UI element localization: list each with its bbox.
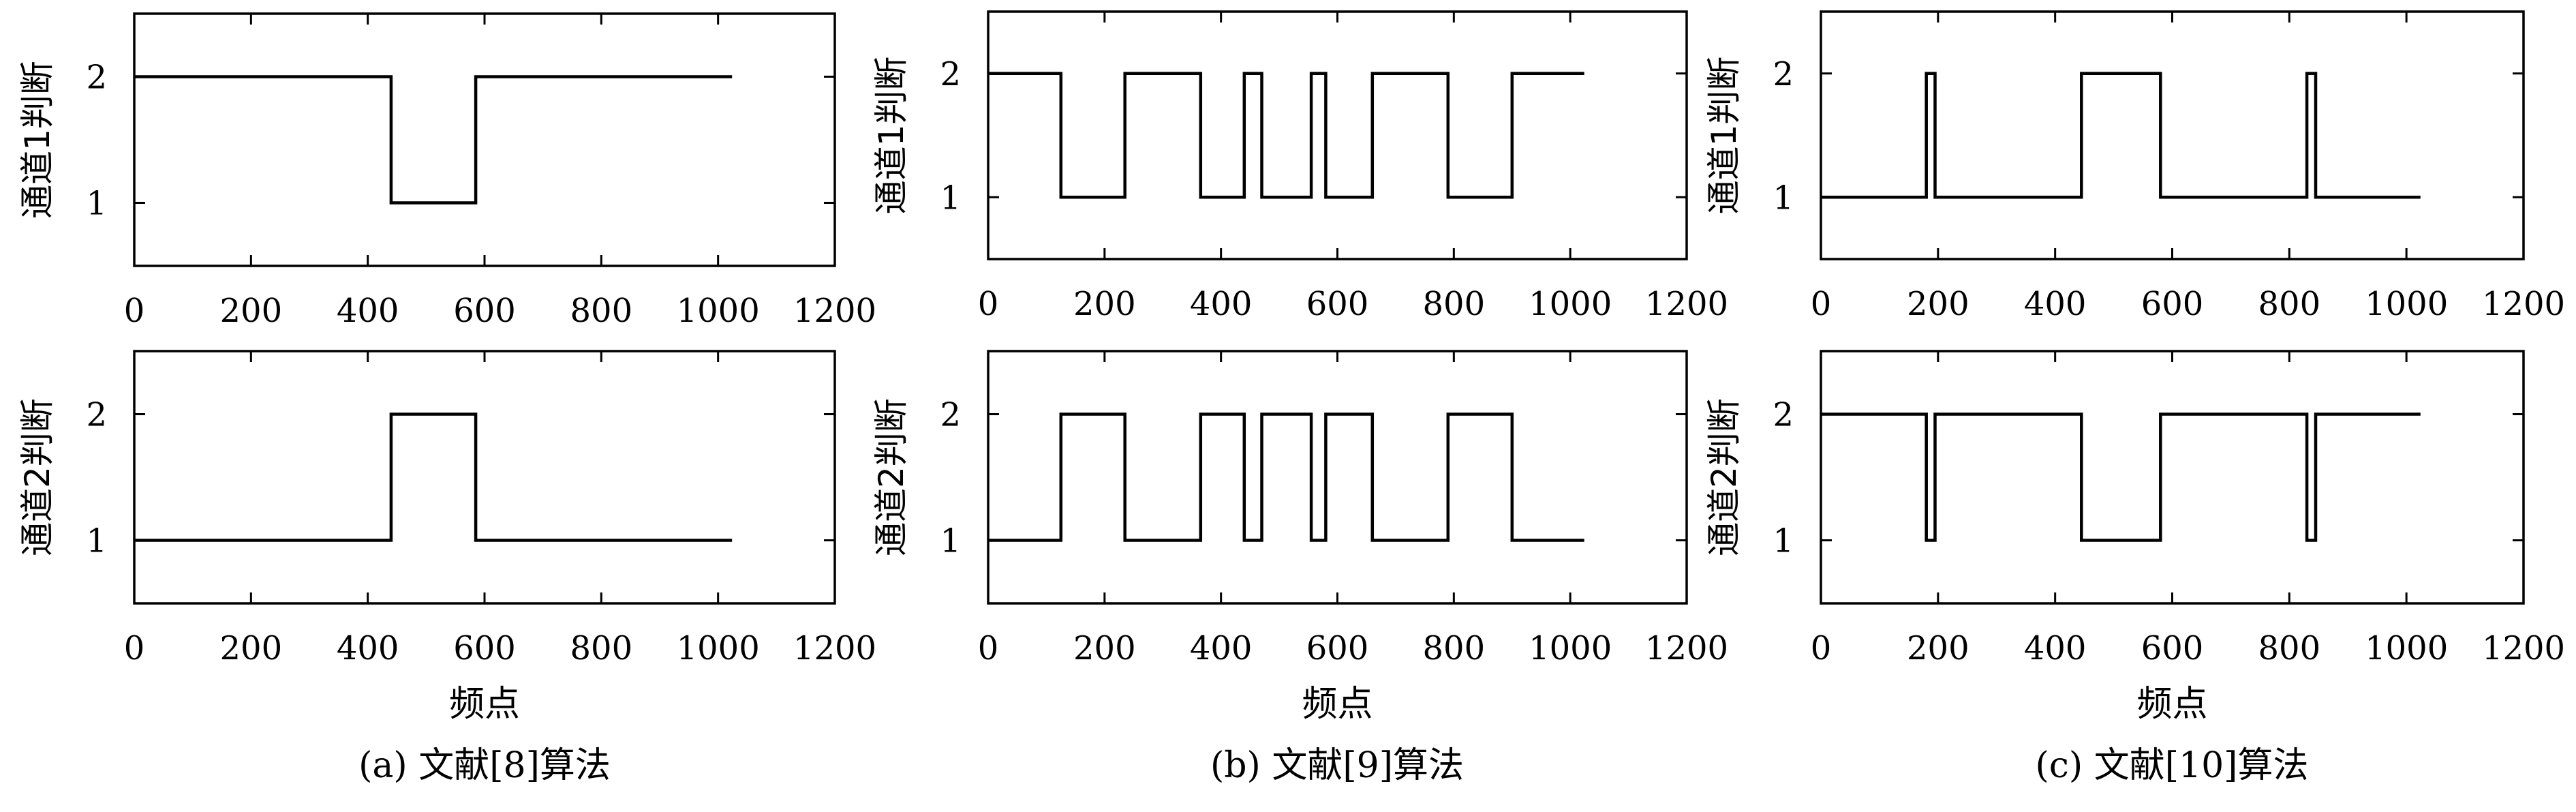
y-axis-label: 通道2判断 (872, 398, 911, 556)
y-tick-label: 1 (940, 522, 961, 560)
series-line (1821, 72, 2421, 199)
subplot-channel-2: 0 200 400 600 800 1000 1200 1 2 通道2判断 (872, 350, 1728, 667)
x-tick-label: 0 (978, 629, 999, 667)
y-tick-label: 2 (940, 396, 961, 434)
series-line (134, 75, 733, 205)
plot-frame (987, 10, 1688, 260)
x-tick-label: 1000 (677, 629, 760, 667)
x-tick-label: 1200 (2482, 285, 2565, 323)
y-axis-label: 通道1判断 (18, 61, 57, 219)
plot-frame (133, 350, 836, 605)
x-tick-label: 800 (2258, 285, 2321, 323)
y-tick-label: 2 (940, 55, 961, 93)
x-tick-label: 400 (2024, 629, 2087, 667)
x-tick-label: 800 (2258, 629, 2321, 667)
x-tick-label: 600 (453, 292, 516, 330)
subplot-channel-1: 0 200 400 600 800 1000 1200 1 2 通道1判断 (1704, 10, 2565, 323)
x-axis-label: 频点 (2136, 684, 2207, 725)
x-tick-label: 800 (570, 292, 633, 330)
x-tick-label: 800 (1423, 629, 1486, 667)
x-tick-label: 1200 (1645, 629, 1728, 667)
x-tick-label: 400 (1190, 285, 1253, 323)
x-tick-label: 0 (124, 292, 145, 330)
x-tick-label: 400 (2024, 285, 2087, 323)
x-tick-label: 0 (1811, 285, 1832, 323)
x-tick-label: 1000 (2365, 629, 2448, 667)
y-tick-label: 1 (1773, 179, 1794, 217)
y-tick-label: 2 (86, 396, 107, 434)
y-axis-label: 通道1判断 (872, 57, 911, 215)
x-tick-label: 600 (453, 629, 516, 667)
x-tick-label: 800 (570, 629, 633, 667)
chart-column-0: 0 200 400 600 800 1000 1200 1 2 通道1判断 0 200 400 600 80… (18, 12, 876, 786)
y-tick-label: 1 (86, 185, 107, 223)
x-tick-label: 0 (1811, 629, 1832, 667)
y-tick-label: 2 (86, 59, 107, 97)
x-tick-label: 1000 (1529, 629, 1612, 667)
subfigure-caption: (a) 文献[8]算法 (358, 745, 611, 786)
x-tick-label: 600 (2141, 629, 2204, 667)
x-tick-label: 200 (1907, 285, 1969, 323)
series-line (134, 412, 733, 542)
x-tick-label: 1200 (2482, 629, 2565, 667)
x-tick-label: 400 (337, 292, 399, 330)
plot-frame (133, 12, 836, 267)
plot-frame (987, 350, 1688, 605)
x-tick-label: 1200 (793, 629, 876, 667)
x-tick-label: 200 (220, 292, 283, 330)
x-tick-label: 200 (1073, 629, 1136, 667)
y-tick-label: 2 (1773, 396, 1794, 434)
x-tick-label: 600 (1306, 285, 1369, 323)
y-tick-label: 2 (1773, 55, 1794, 93)
x-tick-label: 1200 (793, 292, 876, 330)
series-line (988, 412, 1584, 542)
x-tick-label: 1000 (677, 292, 760, 330)
x-tick-label: 0 (978, 285, 999, 323)
series-line (988, 72, 1584, 199)
subplot-channel-2: 0 200 400 600 800 1000 1200 1 2 通道2判断 (1704, 350, 2565, 667)
x-tick-label: 1000 (1529, 285, 1612, 323)
chart-column-1: 0 200 400 600 800 1000 1200 1 2 通道1判断 0 200 400 600 80… (872, 10, 1728, 786)
x-tick-label: 600 (2141, 285, 2204, 323)
y-axis-label: 通道2判断 (1704, 398, 1744, 556)
x-tick-label: 1000 (2365, 285, 2448, 323)
x-tick-label: 200 (1907, 629, 1969, 667)
x-tick-label: 1200 (1645, 285, 1728, 323)
x-tick-label: 200 (1073, 285, 1136, 323)
subfigure-caption: (c) 文献[10]算法 (2036, 745, 2309, 786)
x-axis-label: 频点 (1302, 684, 1373, 725)
x-tick-label: 800 (1423, 285, 1486, 323)
y-tick-label: 1 (1773, 522, 1794, 560)
x-tick-label: 400 (1190, 629, 1253, 667)
series-line (1821, 412, 2421, 542)
x-tick-label: 0 (124, 629, 145, 667)
subplot-channel-1: 0 200 400 600 800 1000 1200 1 2 通道1判断 (18, 12, 876, 330)
subplot-channel-2: 0 200 400 600 800 1000 1200 1 2 通道2判断 (18, 350, 876, 667)
y-axis-label: 通道1判断 (1704, 57, 1744, 215)
chart-column-2: 0 200 400 600 800 1000 1200 1 2 通道1判断 0 200 400 600 80… (1704, 10, 2565, 786)
x-axis-label: 频点 (449, 684, 520, 725)
y-tick-label: 1 (86, 522, 107, 560)
x-tick-label: 200 (220, 629, 283, 667)
x-tick-label: 600 (1306, 629, 1369, 667)
y-axis-label: 通道2判断 (18, 398, 57, 556)
x-tick-label: 400 (337, 629, 399, 667)
subplot-channel-1: 0 200 400 600 800 1000 1200 1 2 通道1判断 (872, 10, 1728, 323)
y-tick-label: 1 (940, 179, 961, 217)
subfigure-caption: (b) 文献[9]算法 (1210, 745, 1464, 786)
